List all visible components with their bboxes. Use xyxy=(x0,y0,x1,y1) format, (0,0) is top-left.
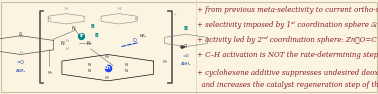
Text: Ir: Ir xyxy=(79,33,84,38)
Text: H: H xyxy=(65,39,68,43)
Text: N: N xyxy=(125,69,128,73)
Text: –: – xyxy=(174,12,177,17)
Text: H: H xyxy=(118,7,121,11)
Point xyxy=(105,67,111,68)
Text: ANH₂: ANH₂ xyxy=(181,62,191,66)
Text: H: H xyxy=(65,7,68,11)
Text: + activity led by 2ⁿᵈ coordination sphere: Zn⋯O=C interaction: + activity led by 2ⁿᵈ coordination spher… xyxy=(197,36,378,44)
Text: H: H xyxy=(135,17,138,21)
Point xyxy=(78,35,84,36)
Text: Zn: Zn xyxy=(104,65,111,70)
Text: H: H xyxy=(48,17,51,21)
Text: Ph: Ph xyxy=(105,76,110,80)
Text: N: N xyxy=(88,63,90,67)
Text: B: B xyxy=(94,33,98,38)
Text: N: N xyxy=(72,26,76,31)
Text: Ph: Ph xyxy=(163,60,167,64)
Text: Ph: Ph xyxy=(48,71,53,75)
Text: + cyclohexene additive suppresses undesired deoxygenation: + cyclohexene additive suppresses undesi… xyxy=(197,69,378,77)
FancyBboxPatch shape xyxy=(1,2,377,92)
Text: H: H xyxy=(20,51,22,55)
Text: H: H xyxy=(20,35,22,39)
Text: B: B xyxy=(91,24,94,29)
Text: N: N xyxy=(88,69,90,73)
Text: R: R xyxy=(19,32,22,37)
Text: O: O xyxy=(132,38,136,43)
Text: and increases the catalyst regeneration step of the mechanism: and increases the catalyst regeneration … xyxy=(197,81,378,89)
Text: ANR₂: ANR₂ xyxy=(15,69,26,73)
Text: N: N xyxy=(125,63,128,67)
Text: + selectivity imposed by 1ˢᵗ coordination sphere & [Ir(COD)(Cl)]₂: + selectivity imposed by 1ˢᵗ coordinatio… xyxy=(197,21,378,29)
Text: Ph: Ph xyxy=(105,55,110,59)
Text: R: R xyxy=(184,44,187,50)
Text: =O: =O xyxy=(183,54,189,58)
Text: =O: =O xyxy=(17,60,25,65)
Text: N: N xyxy=(60,41,64,46)
Text: + C–H activation is NOT the rate-determining step (DFT, KIE): + C–H activation is NOT the rate-determi… xyxy=(197,51,378,60)
Text: B: B xyxy=(184,26,188,31)
Text: H: H xyxy=(65,47,68,51)
Text: N: N xyxy=(87,41,91,46)
Text: + from previous meta-selectivity to current ortho-selectivity: + from previous meta-selectivity to curr… xyxy=(197,6,378,14)
Text: NR₂: NR₂ xyxy=(140,34,147,38)
